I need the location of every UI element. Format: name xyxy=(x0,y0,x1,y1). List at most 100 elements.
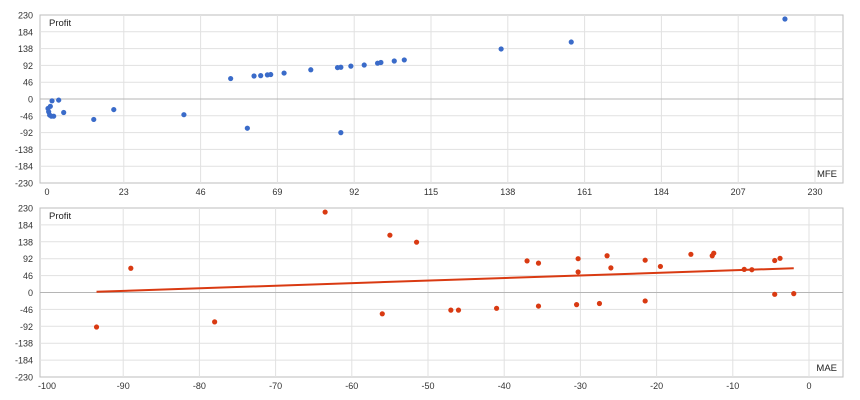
data-point xyxy=(749,267,755,273)
data-point xyxy=(642,298,648,304)
data-point xyxy=(455,307,462,313)
y-tick-label: -184 xyxy=(15,356,33,366)
data-point xyxy=(535,260,542,266)
x-tick-label: 92 xyxy=(349,187,359,197)
data-point xyxy=(535,303,542,309)
y-tick-label: 230 xyxy=(18,204,33,214)
y-tick-label: -230 xyxy=(15,373,33,383)
y-tick-label: 184 xyxy=(18,27,33,37)
x-tick-label: -60 xyxy=(345,381,358,391)
y-tick-label: 92 xyxy=(23,61,33,71)
x-tick-label: 184 xyxy=(654,187,669,197)
data-point xyxy=(772,291,778,297)
data-point xyxy=(212,319,218,325)
x-tick-label: -40 xyxy=(498,381,511,391)
x-tick-label: -90 xyxy=(117,381,130,391)
data-point xyxy=(308,67,314,73)
data-point xyxy=(498,46,504,52)
data-point xyxy=(338,64,344,70)
y-tick-label: 138 xyxy=(18,44,33,54)
data-point xyxy=(51,113,57,119)
x-tick-label: -80 xyxy=(193,381,206,391)
x-tick-label: 230 xyxy=(807,187,822,197)
data-point xyxy=(93,324,100,330)
x-tick-label: 207 xyxy=(731,187,746,197)
data-point xyxy=(281,70,287,76)
x-tick-label: -70 xyxy=(269,381,282,391)
data-point xyxy=(524,258,530,264)
data-point xyxy=(573,302,580,308)
data-point xyxy=(604,253,610,259)
data-point xyxy=(448,307,454,313)
data-point xyxy=(49,98,55,104)
data-point xyxy=(181,112,187,118)
data-point xyxy=(361,62,367,68)
x-tick-label: 161 xyxy=(577,187,592,197)
mfe-panel: 230 184 138 92 46 0 -46 -92 -138 -184 -230 0 23 46 69 9… xyxy=(15,11,844,197)
data-point xyxy=(741,266,747,272)
mae-panel: 230 184 138 92 46 0 -46 -92 -138 -184 -230 -100 -90 -… xyxy=(15,204,844,391)
y-tick-label: 0 xyxy=(28,288,33,298)
y-tick-label: 184 xyxy=(18,220,33,230)
data-point xyxy=(244,125,250,131)
y-tick-label: 230 xyxy=(18,11,33,21)
data-point xyxy=(322,209,328,215)
y-axis-label: Profit xyxy=(49,211,72,222)
y-tick-label: -46 xyxy=(20,305,33,315)
data-point xyxy=(709,253,715,259)
data-point xyxy=(128,265,134,271)
y-tick-label: 138 xyxy=(18,237,33,247)
data-point xyxy=(401,57,407,63)
x-tick-label: -10 xyxy=(726,381,739,391)
x-tick-label: 23 xyxy=(119,187,129,197)
data-point xyxy=(268,71,274,78)
trend-line xyxy=(96,267,794,293)
data-point xyxy=(772,257,778,264)
y-tick-label: -230 xyxy=(15,179,33,189)
x-axis-label: MFE xyxy=(817,169,837,180)
data-point xyxy=(642,257,648,263)
x-tick-label: 69 xyxy=(272,187,282,197)
y-axis-label: Profit xyxy=(49,18,72,29)
x-tick-label: 138 xyxy=(500,187,515,197)
data-point xyxy=(568,39,574,45)
data-point xyxy=(61,109,67,116)
data-point xyxy=(379,311,385,317)
y-tick-label: 0 xyxy=(28,95,33,105)
data-point xyxy=(47,103,53,109)
y-tick-label: -138 xyxy=(15,339,33,349)
data-point xyxy=(777,255,783,261)
y-tick-label: -138 xyxy=(15,145,33,155)
y-tick-label: 46 xyxy=(23,271,33,281)
data-point xyxy=(596,300,603,307)
x-tick-label: -100 xyxy=(38,381,56,391)
x-tick-label: 46 xyxy=(196,187,206,197)
y-tick-label: -184 xyxy=(15,162,33,172)
y-tick-label: 46 xyxy=(23,78,33,88)
y-tick-label: -92 xyxy=(20,128,33,138)
x-tick-label: -30 xyxy=(574,381,587,391)
data-point xyxy=(791,291,797,297)
data-point xyxy=(391,58,397,64)
data-point xyxy=(657,263,664,270)
y-tick-label: 92 xyxy=(23,254,33,264)
data-point xyxy=(251,73,257,79)
data-point xyxy=(348,63,354,69)
data-point xyxy=(782,16,788,22)
data-point xyxy=(413,239,420,245)
data-point xyxy=(608,265,614,271)
x-tick-label: 0 xyxy=(44,187,49,197)
x-axis-label: MAE xyxy=(816,363,837,374)
data-point xyxy=(91,116,97,123)
data-point xyxy=(228,75,234,82)
data-point xyxy=(688,251,694,257)
data-point xyxy=(258,73,264,79)
data-point xyxy=(338,130,344,136)
data-point xyxy=(56,97,62,103)
data-point xyxy=(387,232,393,238)
data-point xyxy=(378,59,384,66)
y-tick-label: -92 xyxy=(20,322,33,332)
x-tick-label: -50 xyxy=(421,381,434,391)
data-point xyxy=(575,256,581,262)
